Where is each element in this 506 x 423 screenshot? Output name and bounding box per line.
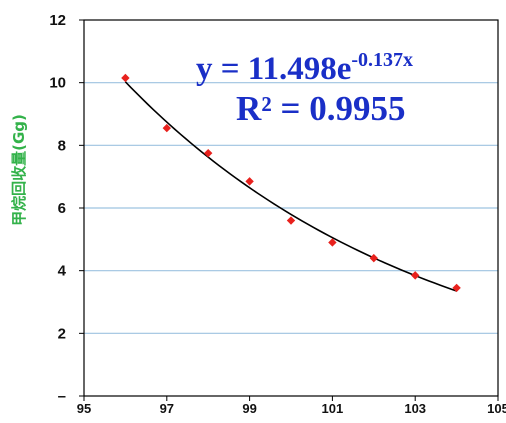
data-point [452, 283, 461, 293]
x-tick-label: 105 [487, 401, 506, 416]
data-point [162, 123, 171, 133]
y-tick-label: 12 [49, 12, 66, 29]
x-tick-label: 95 [77, 401, 91, 416]
data-point [204, 148, 213, 158]
y-tick-label: 4 [58, 263, 67, 280]
x-tick-label: 101 [322, 401, 344, 416]
y-tick-label: – [58, 388, 66, 405]
data-points [121, 73, 461, 293]
y-axis-label: 甲烷回收量(Gg) [10, 114, 28, 226]
r-squared-label: R² = 0.9955 [236, 89, 405, 128]
trendline [124, 81, 457, 292]
x-axis-ticks: 95 97 99 101 103 105 [77, 396, 506, 416]
data-point [328, 238, 337, 247]
x-tick-label: 97 [160, 401, 174, 416]
x-tick-label: 103 [404, 401, 426, 416]
grid-lines [84, 82, 498, 334]
data-point [286, 216, 296, 225]
y-axis-ticks: – 2 4 6 8 10 12 [49, 12, 84, 405]
x-tick-label: 99 [242, 401, 256, 416]
equation-exponent: -0.137x [351, 49, 413, 71]
data-point [369, 253, 378, 263]
y-tick-label: 10 [49, 75, 66, 92]
data-point [121, 73, 130, 83]
y-tick-label: 8 [58, 137, 66, 154]
y-tick-label: 2 [58, 325, 66, 342]
data-point [411, 271, 420, 280]
y-tick-label: 6 [58, 200, 66, 217]
equation-base: y = 11.498e [196, 51, 351, 87]
data-point [245, 177, 254, 186]
trendline-equation: y = 11.498e-0.137x [196, 49, 413, 87]
